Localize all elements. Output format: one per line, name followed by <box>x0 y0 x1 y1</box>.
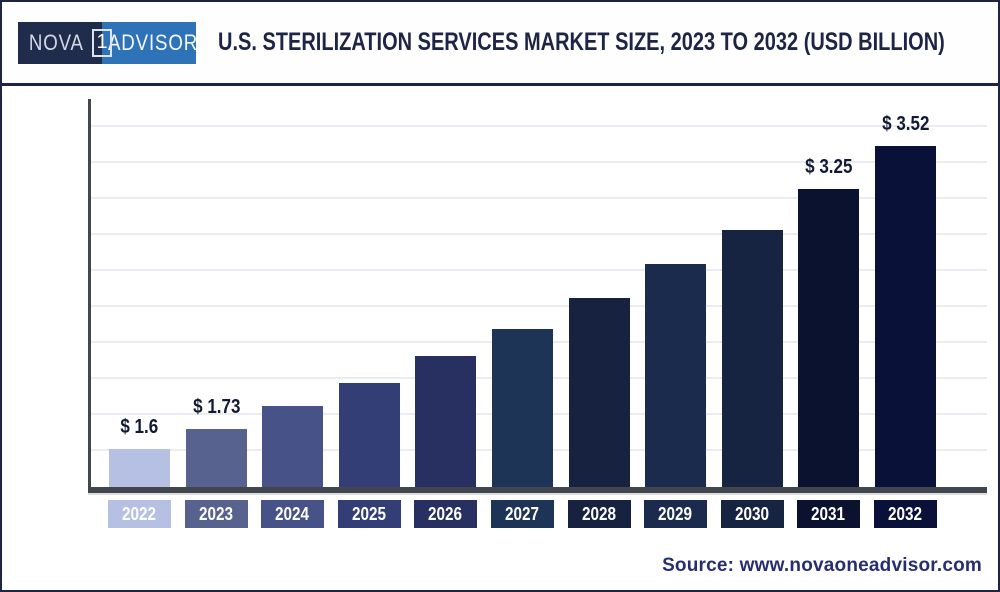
bar-2024 <box>262 406 323 487</box>
bar-2029 <box>645 264 706 487</box>
logo-advisor-segment: ADVISOR <box>102 21 199 64</box>
x-tick-label-2031: 2031 <box>797 500 860 528</box>
logo-one-text: 1 <box>96 31 108 53</box>
plot-area: $ 1.6 $ 1.73 $ 3.25 $ 3.52 <box>91 97 987 487</box>
gridline <box>91 233 987 235</box>
x-axis-line <box>88 487 987 493</box>
logo-nova-segment: NOVA <box>18 21 102 64</box>
bar-2030 <box>722 230 783 487</box>
bar-2026 <box>415 356 476 487</box>
bar-value-label-2023: $ 1.73 <box>192 396 241 418</box>
x-tick-label-2024: 2024 <box>261 500 324 528</box>
bar-2028 <box>569 298 630 487</box>
gridline <box>91 305 987 307</box>
bar-2025 <box>339 383 400 487</box>
gridline <box>91 197 987 199</box>
x-tick-label-2023: 2023 <box>185 500 248 528</box>
logo-nova-text: NOVA <box>28 29 84 55</box>
gridline <box>91 125 987 127</box>
bar-2023 <box>186 429 247 487</box>
x-tick-label-2027: 2027 <box>491 500 554 528</box>
gridline <box>91 269 987 271</box>
bar-value-label-2022: $ 1.6 <box>120 416 159 438</box>
x-tick-label-2028: 2028 <box>568 500 631 528</box>
nova-one-advisor-logo: NOVA ADVISOR 1 <box>18 21 199 64</box>
bar-value-label-2031: $ 3.25 <box>804 156 853 178</box>
x-tick-label-2032: 2032 <box>874 500 937 528</box>
logo-one-icon: 1 <box>92 28 112 57</box>
source-text: Source: www.novaoneadvisor.com <box>662 555 982 576</box>
x-tick-label-2026: 2026 <box>414 500 477 528</box>
bar-2027 <box>492 329 553 487</box>
x-tick-label-2025: 2025 <box>338 500 401 528</box>
y-axis-line <box>88 99 91 490</box>
bar-value-label-2032: $ 3.52 <box>881 113 930 135</box>
x-tick-label-2029: 2029 <box>644 500 707 528</box>
x-tick-row: 2022 2023 2024 2025 2026 2027 2028 2029 2030 2031… <box>91 500 987 528</box>
x-tick-label-2030: 2030 <box>721 500 784 528</box>
x-tick-label-2022: 2022 <box>108 500 171 528</box>
logo-advisor-text: ADVISOR <box>107 29 199 55</box>
bar-2022 <box>109 449 170 487</box>
bar-2031 <box>798 189 859 487</box>
gridline <box>91 161 987 163</box>
header: NOVA ADVISOR 1 U.S. STERILIZATION SERVIC… <box>2 2 998 86</box>
page-title: U.S. STERILIZATION SERVICES MARKET SIZE,… <box>218 28 945 56</box>
bar-2032 <box>875 146 936 487</box>
